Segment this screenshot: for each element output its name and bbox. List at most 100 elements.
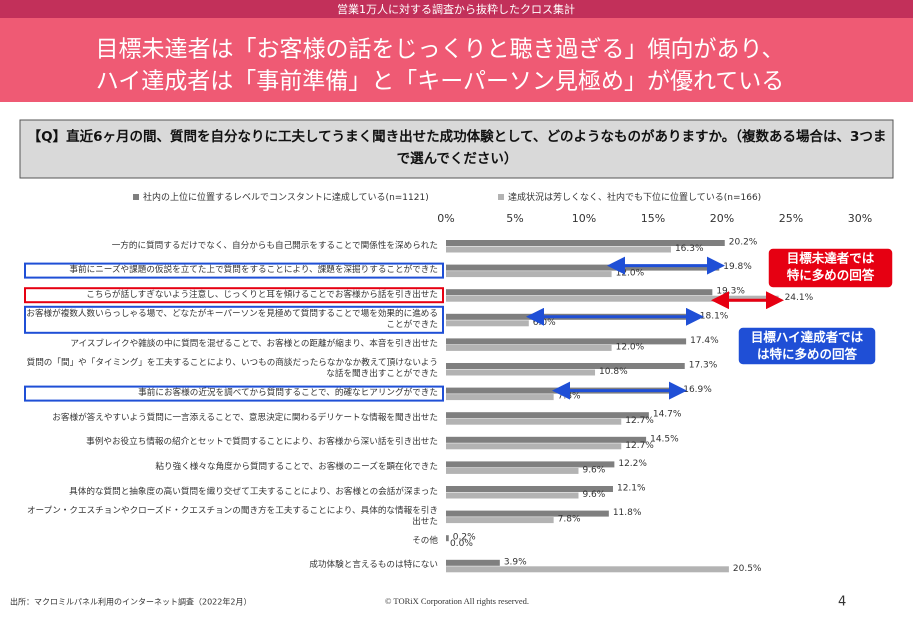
top-bar	[0, 0, 913, 18]
category-label: アイスブレイクや雑談の中に質問を混ぜることで、お客様との距離が縮まり、本音を引き…	[70, 338, 438, 349]
bar	[446, 461, 615, 468]
value-label: 0.0%	[450, 539, 473, 549]
bar	[446, 271, 612, 278]
bar	[446, 566, 729, 573]
x-tick-label: 0%	[437, 212, 454, 225]
value-label: 20.2%	[729, 238, 758, 248]
value-label: 16.9%	[683, 385, 712, 395]
source: 出所：マクロミルパネル利用のインターネット調査（2022年2月）	[10, 597, 251, 607]
value-label: 19.3%	[716, 287, 745, 297]
highlight-box	[24, 305, 444, 334]
value-label: 17.3%	[689, 361, 718, 371]
value-label: 14.7%	[653, 410, 682, 420]
bar	[446, 363, 685, 369]
highlight-box	[24, 262, 444, 279]
value-label: 16.3%	[675, 244, 704, 254]
value-label: 6.0%	[533, 318, 556, 328]
value-label: 0.2%	[453, 533, 476, 543]
category-label: 事前にニーズや課題の仮説を立てた上で質問をすることにより、課題を深掘りすることが…	[69, 265, 438, 276]
highlight-box	[24, 385, 444, 402]
value-label: 20.5%	[733, 564, 762, 574]
value-label: 9.6%	[582, 490, 605, 500]
value-label: 12.1%	[617, 484, 646, 494]
value-label: 10.8%	[599, 367, 628, 377]
callout-text: 目標未達者では	[787, 251, 875, 266]
bar	[446, 492, 579, 499]
value-label: 12.7%	[625, 441, 654, 451]
bar	[446, 344, 612, 351]
x-tick-label: 20%	[710, 212, 734, 225]
bar	[446, 443, 622, 450]
callout-text: 特に多めの回答	[787, 268, 875, 283]
value-label: 24.1%	[785, 293, 814, 303]
value-label: 17.4%	[690, 336, 719, 346]
page-number: 4	[838, 595, 846, 610]
bar	[446, 510, 609, 517]
callout-box	[767, 247, 894, 289]
bar	[446, 559, 500, 566]
copyright: © TORiX Corporation All rights reserved.	[385, 596, 529, 606]
bar	[446, 295, 779, 302]
title-line: ハイ達成者は「事前準備」と「キーパーソン見極め」が優れている	[96, 69, 785, 95]
category-label: オープン・クエスチョンやクローズド・クエスチョンの聞き方を工夫することにより、具…	[26, 505, 438, 527]
value-label: 7.8%	[558, 392, 581, 402]
value-label: 12.0%	[616, 269, 645, 279]
category-label: 成功体験と言えるものは特にない	[309, 560, 438, 571]
title-line: 目標未達者は「お客様の話をじっくりと聴き過ぎる」傾向があり、	[95, 37, 784, 63]
category-label: 具体的な質問と抽象度の高い質問を織り交ぜて工夫することにより、お客様との会話が深…	[69, 486, 438, 497]
bar	[446, 264, 720, 271]
value-label: 18.1%	[700, 311, 729, 321]
callout-text: 目標ハイ達成者では	[751, 330, 864, 345]
value-label: 7.8%	[558, 515, 581, 525]
category-label: こちらが話しすぎないよう注意し、じっくりと耳を傾けることでお客様から話を引き出せ…	[86, 289, 438, 300]
callout-box	[737, 326, 877, 366]
category-label: 事例やお役立ち情報の紹介とセットで質問することにより、お客様から深い話を引き出せ…	[86, 437, 438, 448]
value-label: 11.8%	[613, 508, 642, 518]
bar	[446, 320, 529, 327]
bar	[446, 394, 554, 401]
bar	[446, 418, 622, 425]
value-label: 3.9%	[504, 557, 527, 567]
legend-swatch	[498, 194, 504, 200]
value-label: 12.7%	[625, 416, 654, 426]
bar	[446, 486, 613, 492]
bar	[446, 535, 449, 542]
legend-label: 達成状況は芳しくなく、社内でも下位に位置している(n=166)	[508, 191, 761, 203]
x-tick-label: 25%	[779, 212, 803, 225]
x-tick-label: 30%	[848, 212, 872, 225]
category-label: 事前にお客様の近況を調べてから質問することで、的確なヒアリングができた	[138, 388, 438, 399]
category-label: お客様が複数人数いらっしゃる場で、どなたがキーパーソンを見極めて質問することで場…	[26, 308, 438, 330]
highlight-box	[24, 287, 444, 304]
category-label: 粘り強く様々な角度から質問することで、お客様のニーズを顕在化できた	[155, 461, 438, 472]
bar	[446, 289, 713, 296]
x-tick-label: 10%	[572, 212, 596, 225]
bar	[446, 338, 687, 345]
question: 【Q】直近6ヶ月の間、質問を自分なりに工夫してうまく聞き出せた成功体験として、ど…	[27, 129, 887, 167]
question-box	[19, 119, 894, 179]
value-label: 19.8%	[723, 262, 752, 272]
bar	[446, 412, 649, 419]
legend-swatch	[133, 194, 139, 200]
title-banner	[0, 18, 913, 102]
bar	[446, 467, 579, 474]
bar	[446, 517, 554, 524]
category-label: 質問の「間」や「タイミング」を工夫することにより、いつもの商談だったらなかなか教…	[26, 358, 438, 379]
bar	[446, 246, 671, 253]
bar	[446, 436, 647, 443]
category-label: お客様が答えやすいよう質問に一言添えることで、意思決定に関わるデリケートな情報を…	[52, 412, 438, 423]
value-label: 9.6%	[582, 465, 605, 475]
legend-label: 社内の上位に位置するレベルでコンスタントに達成している(n=1121)	[143, 191, 429, 203]
x-tick-label: 5%	[506, 212, 523, 225]
x-tick-label: 15%	[641, 212, 665, 225]
top-bar-text: 営業1万人に対する調査から抜粋したクロス集計	[337, 2, 575, 16]
value-label: 14.5%	[650, 434, 679, 444]
callout-text: は特に多めの回答	[757, 347, 858, 362]
category-label: その他	[412, 535, 438, 546]
bar	[446, 240, 725, 246]
value-label: 12.0%	[616, 342, 645, 352]
category-label: 一方的に質問するだけでなく、自分からも自己開示をすることで関係性を深められた	[111, 240, 438, 251]
value-label: 12.2%	[618, 459, 647, 469]
bar	[446, 369, 596, 376]
